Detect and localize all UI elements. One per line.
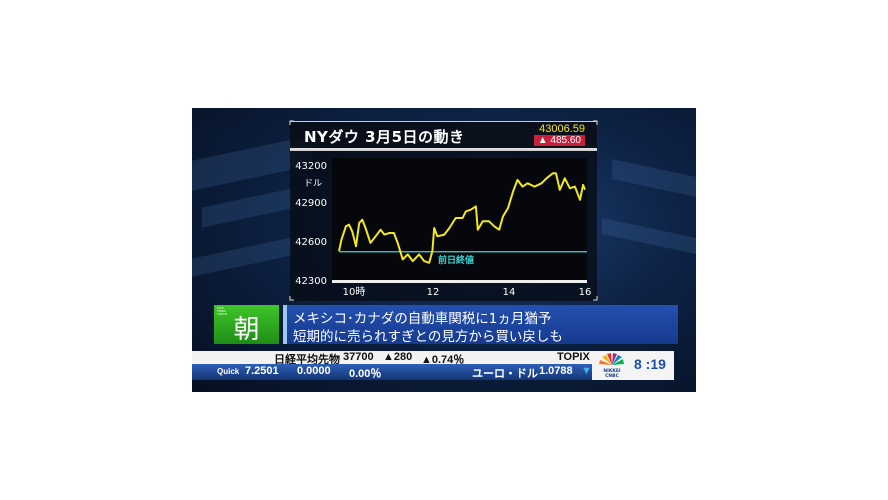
x-tick-label: 12 [427, 287, 440, 298]
station-clock-box: NIKKEI CNBC 8 :19 [592, 351, 674, 380]
quick-value: 7.2501 [245, 365, 279, 377]
dow-series-line [338, 172, 586, 264]
market-ticker-bottom: Quick 7.2501 0.0000 0.00％ ユーロ・ドル 1.0788 … [192, 364, 592, 380]
headline-line-1: メキシコ･カナダの自動車関税に1ヵ月猶予 [293, 311, 552, 327]
y-axis-unit: ドル [304, 179, 322, 189]
nikkei-futures-pct: ▲0.74％ [421, 354, 465, 366]
frame-brackets [289, 120, 598, 301]
clock: 8 :19 [634, 356, 666, 372]
y-tick-label: 43200 [295, 161, 327, 172]
chart-title: NYダウ 3月5日の動き [304, 128, 465, 146]
nikkei-futures-value: 37700 [343, 351, 374, 363]
program-logo: LIVE FROM TOKYO 朝 [214, 305, 279, 345]
index-price: 43006.59 [539, 123, 585, 135]
x-axis-baseline [332, 280, 587, 283]
quick-label: Quick [217, 367, 240, 376]
previous-close-label: 前日終値 [438, 254, 474, 266]
y-tick-label: 42600 [295, 237, 327, 248]
market-ticker-top: 日経平均先物 37700 ▲280 ▲0.74％ TOPIX [192, 351, 592, 366]
eur-usd-label: ユーロ・ドル [472, 368, 538, 380]
quick-change: 0.0000 [297, 365, 331, 377]
x-tick-label: 10時 [343, 286, 366, 298]
headline-banner: メキシコ･カナダの自動車関税に1ヵ月猶予 短期的に売られすぎとの見方から買い戻し… [283, 305, 678, 345]
quick-pct: 0.00％ [349, 368, 382, 380]
program-kanji: 朝 [233, 315, 260, 345]
topix-label: TOPIX [557, 351, 590, 363]
eur-usd-value: 1.0788 [539, 365, 573, 377]
nikkei-futures-change: ▲280 [383, 351, 413, 363]
svg-text:NIKKEI: NIKKEI [603, 368, 620, 374]
live-from-tokyo-text: LIVE FROM TOKYO [217, 306, 228, 316]
chart-title-box: NYダウ 3月5日の動き 43006.59 ▲ 485.60 [290, 121, 597, 150]
svg-text:CNBC: CNBC [605, 373, 619, 378]
nikkei-futures-label: 日経平均先物 [274, 354, 340, 366]
x-tick-label: 16 [579, 287, 592, 298]
y-tick-label: 42900 [295, 198, 327, 209]
nikkei-cnbc-logo: NIKKEI CNBC [599, 353, 624, 378]
down-arrow-icon: ▼ [581, 365, 592, 377]
headline-line-2: 短期的に売られすぎとの見方から買い戻しも [293, 329, 563, 345]
x-tick-label: 14 [503, 287, 516, 298]
y-tick-label: 42300 [295, 276, 327, 287]
index-change-badge: ▲ 485.60 [533, 135, 585, 146]
plot-area [332, 158, 587, 281]
